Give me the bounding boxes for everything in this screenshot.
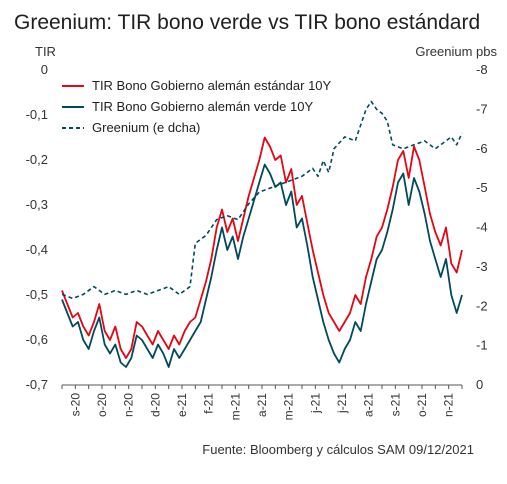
right-tick-label: -8 <box>476 62 488 77</box>
right-tick-label: -7 <box>476 101 488 116</box>
x-tick-label: e-21 <box>175 393 189 417</box>
series-green-line <box>61 163 463 368</box>
x-tick-label: s-20 <box>68 393 82 417</box>
x-tick-label: o-21 <box>415 393 429 417</box>
x-tick-label: n-21 <box>442 393 456 417</box>
series-greenium-line <box>61 100 463 300</box>
right-tick-label: -3 <box>476 259 488 274</box>
x-axis: s-20 o-20 n-20 d-20 e-21 f-21 m-21 a-21 m-21 j-21… <box>61 384 463 421</box>
series-layer <box>61 100 463 368</box>
left-tick-label: -0,3 <box>26 197 48 212</box>
chart-title: Greenium: TIR bono verde vs TIR bono est… <box>14 11 480 34</box>
left-tick-label: 0 <box>41 62 48 77</box>
x-tick-label: a-21 <box>255 393 269 417</box>
left-tick-label: -0,1 <box>26 107 48 122</box>
source-note: Fuente: Bloomberg y cálculos SAM 09/12/2… <box>202 442 474 457</box>
right-tick-label: -5 <box>476 180 488 195</box>
left-tick-label: -0,5 <box>26 287 48 302</box>
x-tick-label: m-21 <box>228 393 242 421</box>
x-tick-label: j-21 <box>308 393 322 414</box>
right-tick-label: -6 <box>476 141 488 156</box>
legend-label-greenium: Greenium (e dcha) <box>92 120 200 135</box>
legend-label-standard: TIR Bono Gobierno alemán estándar 10Y <box>92 78 332 93</box>
left-tick-label: -0,2 <box>26 152 48 167</box>
left-tick-label: -0,6 <box>26 332 48 347</box>
x-tick-label: o-20 <box>95 393 109 417</box>
x-tick-label: a-21 <box>362 393 376 417</box>
right-tick-label: -2 <box>476 298 488 313</box>
right-y-axis: -8 -7 -6 -5 -4 -3 -2 -1 0 <box>476 62 488 392</box>
right-tick-label: 0 <box>476 377 483 392</box>
x-tick-label: s-21 <box>388 393 402 417</box>
series-standard-line <box>61 136 463 359</box>
legend-label-green: TIR Bono Gobierno alemán verde 10Y <box>92 99 313 114</box>
legend: TIR Bono Gobierno alemán estándar 10Y TI… <box>62 78 332 135</box>
x-tick-label: n-20 <box>122 393 136 417</box>
x-tick-label: j-21 <box>335 393 349 414</box>
left-tick-label: -0,7 <box>26 377 48 392</box>
right-tick-label: -1 <box>476 338 488 353</box>
left-tick-label: -0,4 <box>26 242 48 257</box>
left-y-axis: 0 -0,1 -0,2 -0,3 -0,4 -0,5 -0,6 -0,7 <box>26 62 48 392</box>
right-tick-label: -4 <box>476 220 488 235</box>
x-tick-label: m-21 <box>282 393 296 421</box>
left-axis-label: TIR <box>35 44 56 59</box>
x-tick-label: d-20 <box>148 393 162 417</box>
x-tick-label: f-21 <box>202 393 216 414</box>
right-axis-label: Greenium pbs <box>415 44 497 59</box>
